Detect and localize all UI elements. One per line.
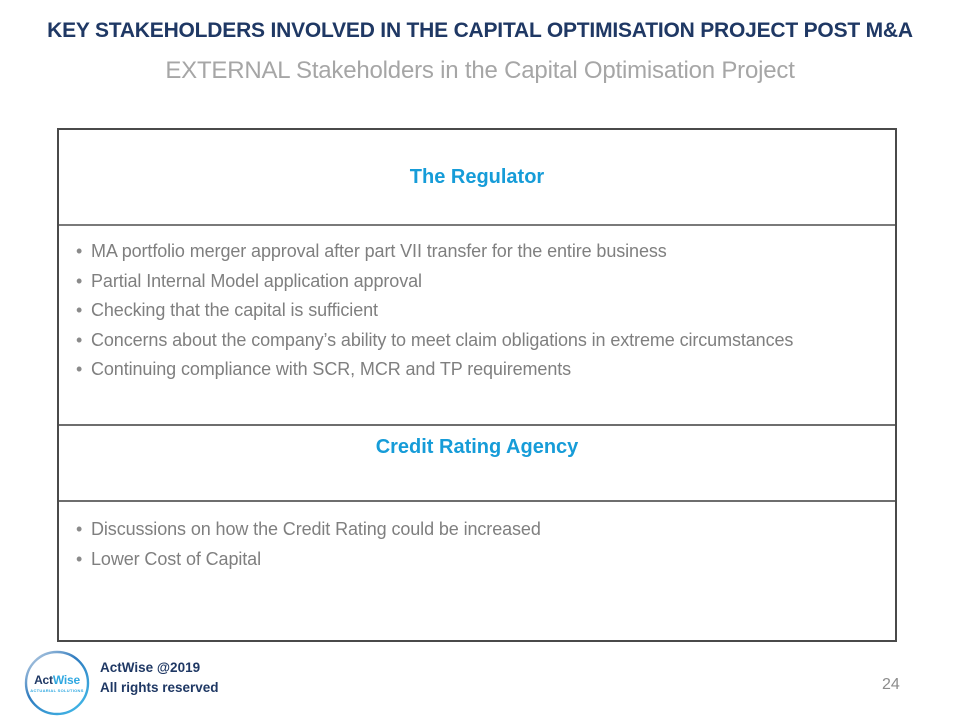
logo-act-text: Act <box>34 672 53 687</box>
logo-ring-icon <box>24 650 90 716</box>
credit-rating-bullets-cell: • Discussions on how the Credit Rating c… <box>59 502 895 640</box>
bullet-icon: • <box>76 548 83 569</box>
bullet-icon: • <box>76 329 83 350</box>
regulator-header-cell: The Regulator <box>59 130 895 226</box>
regulator-bullet-list: • MA portfolio merger approval after par… <box>76 237 885 385</box>
copyright-line-2: All rights reserved <box>100 680 219 695</box>
credit-rating-header-cell: Credit Rating Agency <box>59 426 895 502</box>
slide-title: KEY STAKEHOLDERS INVOLVED IN THE CAPITAL… <box>47 19 913 42</box>
logo-wise-text: Wise <box>52 672 80 687</box>
list-item: • MA portfolio merger approval after par… <box>76 237 885 267</box>
actwise-logo: ActWise ACTUARIAL SOLUTIONS <box>24 650 90 716</box>
list-item: • Lower Cost of Capital <box>76 545 885 575</box>
regulator-bullets-cell: • MA portfolio merger approval after par… <box>59 226 895 426</box>
bullet-text: Discussions on how the Credit Rating cou… <box>91 519 541 539</box>
bullet-text: Lower Cost of Capital <box>91 548 261 569</box>
logo-text-block: ActWise ACTUARIAL SOLUTIONS <box>24 650 90 716</box>
regulator-header-label: The Regulator <box>409 165 545 188</box>
credit-rating-header-label: Credit Rating Agency <box>375 436 579 458</box>
stakeholders-table: The Regulator • MA portfolio merger appr… <box>57 128 897 642</box>
copyright-line-1: ActWise @2019 <box>100 660 201 675</box>
bullet-text: Partial Internal Model application appro… <box>91 270 422 291</box>
list-item: • Continuing compliance with SCR, MCR an… <box>76 355 885 385</box>
bullet-text: Checking that the capital is sufficient <box>91 300 378 320</box>
bullet-icon: • <box>76 241 83 261</box>
copyright-notice: ActWise @2019 All rights reserved <box>100 658 219 698</box>
bullet-icon: • <box>76 300 83 320</box>
logo-subtext: ACTUARIAL SOLUTIONS <box>30 687 84 693</box>
slide-subtitle: EXTERNAL Stakeholders in the Capital Opt… <box>165 57 795 84</box>
list-item: • Discussions on how the Credit Rating c… <box>76 515 885 545</box>
page-number: 24 <box>882 676 900 693</box>
credit-rating-bullet-list: • Discussions on how the Credit Rating c… <box>76 515 885 574</box>
bullet-text: Concerns about the company’s ability to … <box>91 329 794 350</box>
bullet-icon: • <box>76 270 83 291</box>
bullet-icon: • <box>76 519 83 539</box>
bullet-text: Continuing compliance with SCR, MCR and … <box>91 359 572 379</box>
list-item: • Partial Internal Model application app… <box>76 267 885 297</box>
list-item: • Checking that the capital is sufficien… <box>76 296 885 326</box>
bullet-icon: • <box>76 359 83 379</box>
bullet-text: MA portfolio merger approval after part … <box>91 241 667 261</box>
logo-wordmark: ActWise <box>34 674 80 686</box>
list-item: • Concerns about the company’s ability t… <box>76 326 885 356</box>
